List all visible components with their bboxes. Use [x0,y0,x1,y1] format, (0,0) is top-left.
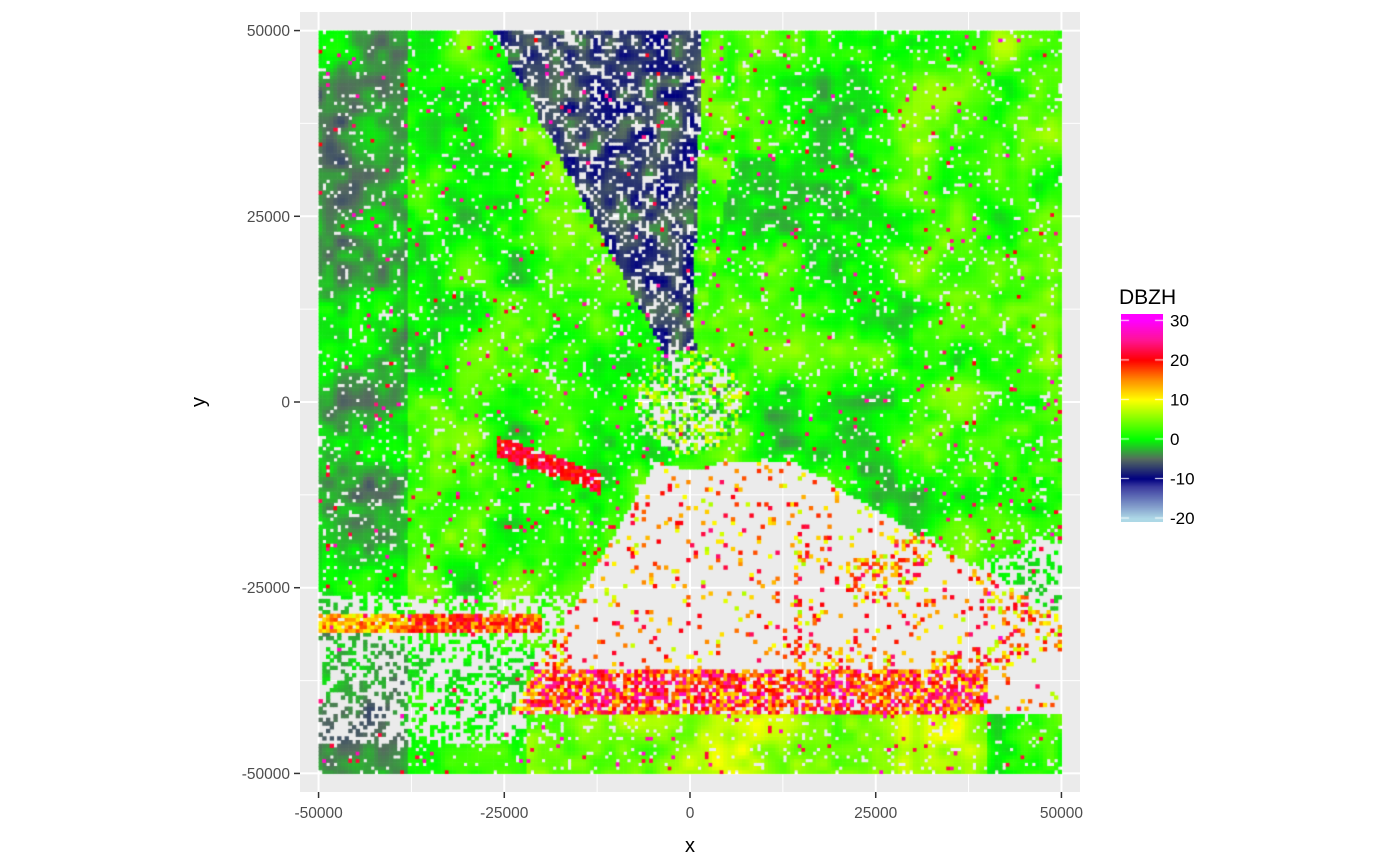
legend-break-label: -20 [1170,509,1195,528]
x-tick-label: 25000 [854,805,897,822]
heatmap-raster [300,12,1080,792]
y-axis: -50000 -25000 0 25000 50000 [242,23,300,783]
x-tick-label: -25000 [480,805,529,822]
y-tick-label: 50000 [247,23,290,40]
y-tick-label: -25000 [242,580,291,597]
legend-break-label: 0 [1170,430,1179,449]
y-tick-label: 0 [281,395,290,412]
legend-labels: 30 20 10 0 -10 -20 [1170,311,1195,528]
legend-title: DBZH [1119,286,1176,309]
legend-break-label: 10 [1170,390,1189,409]
y-tick-label: -50000 [242,766,291,783]
legend-break-label: -10 [1170,469,1195,488]
x-axis-title: x [685,835,695,857]
x-tick-label: 50000 [1040,805,1083,822]
x-tick-label: -50000 [294,805,343,822]
y-axis-title: y [188,397,210,407]
x-tick-label: 0 [686,805,695,822]
legend-colorbar [1121,314,1163,522]
x-axis: -50000 -25000 0 25000 50000 [294,792,1083,822]
legend-break-label: 30 [1170,311,1189,330]
y-tick-label: 25000 [247,209,290,226]
legend-break-label: 20 [1170,351,1189,370]
